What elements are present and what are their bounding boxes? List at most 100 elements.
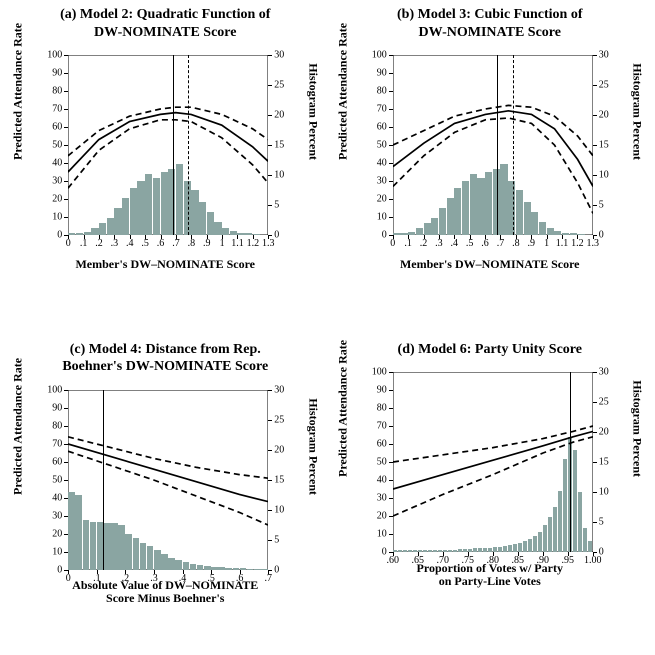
panel-d-ylabel-left: Predicted Attendance Rate [335, 340, 350, 477]
x-tick-label: 0 [390, 238, 395, 249]
panel-a-xlabel-l1: Member's DW–NOMINATE Score [75, 257, 255, 271]
yl-tick-label: 0 [382, 230, 387, 241]
x-tick-label: 1.3 [262, 238, 275, 249]
yr-tick-label: 5 [599, 200, 604, 211]
yl-tick-label: 60 [52, 456, 62, 467]
x-tick-label: .2 [95, 238, 103, 249]
panel-c: (c) Model 4: Distance from Rep. Boehner'… [8, 341, 323, 655]
panel-d-plot-area: .60.65.70.75.80.85.90.951.00010203040506… [393, 372, 593, 552]
panel-b-title: (b) Model 3: Cubic Function of DW-NOMINA… [397, 6, 583, 41]
yr-tick-label: 0 [274, 564, 279, 575]
x-tick-label: .3 [111, 238, 119, 249]
panel-a-ylabel-right: Histogram Percent [305, 63, 320, 160]
yr-tick-label: 10 [274, 170, 284, 181]
reference-line-dashed [513, 55, 514, 235]
yl-tick-label: 90 [52, 68, 62, 79]
yl-tick-label: 100 [372, 50, 387, 61]
reference-line-solid [103, 390, 104, 570]
yr-tick-label: 30 [274, 50, 284, 61]
panel-d-ylabel-right: Histogram Percent [629, 380, 644, 477]
panel-b-xlabel-l1: Member's DW–NOMINATE Score [400, 257, 580, 271]
x-tick-label: 1 [220, 238, 225, 249]
yl-tick-label: 30 [52, 176, 62, 187]
yr-tick-label: 15 [274, 474, 284, 485]
yl-tick-label: 80 [377, 86, 387, 97]
yl-tick-label: 70 [377, 421, 387, 432]
x-tick-label: .3 [435, 238, 443, 249]
yl-tick-label: 90 [377, 385, 387, 396]
reference-line-dashed [188, 55, 189, 235]
panel-b: (b) Model 3: Cubic Function of DW-NOMINA… [333, 6, 648, 321]
yr-tick-label: 20 [599, 427, 609, 438]
x-tick-label: .5 [466, 238, 474, 249]
panel-d: (d) Model 6: Party Unity Score Predicted… [333, 341, 648, 655]
x-tick-label: 1.1 [556, 238, 569, 249]
panel-a: (a) Model 2: Quadratic Function of DW-NO… [8, 6, 323, 321]
yr-tick-label: 20 [274, 444, 284, 455]
yr-tick-label: 15 [599, 140, 609, 151]
x-tick-label: .1 [404, 238, 412, 249]
yl-tick-label: 60 [52, 122, 62, 133]
yl-tick-label: 20 [377, 511, 387, 522]
yl-tick-label: 50 [52, 140, 62, 151]
panel-b-plot: Predicted Attendance Rate Histogram Perc… [345, 49, 635, 271]
yl-tick-label: 30 [377, 493, 387, 504]
x-tick-label: .9 [203, 238, 211, 249]
x-tick-label: .5 [141, 238, 149, 249]
yl-tick-label: 50 [377, 457, 387, 468]
yr-tick-label: 5 [274, 534, 279, 545]
yl-tick-label: 10 [52, 212, 62, 223]
yl-tick-label: 80 [52, 420, 62, 431]
panel-d-xlabel: Proportion of Votes w/ Party on Party-Li… [345, 562, 635, 588]
x-tick-label: .2 [420, 238, 428, 249]
yr-tick-label: 0 [274, 230, 279, 241]
x-tick-label: 1 [544, 238, 549, 249]
yr-tick-label: 30 [599, 367, 609, 378]
yr-tick-label: 10 [599, 170, 609, 181]
yr-tick-label: 20 [274, 110, 284, 121]
panel-b-xlabel: Member's DW–NOMINATE Score [345, 258, 635, 271]
panel-b-title-l1: (b) Model 3: Cubic Function of [397, 7, 583, 22]
yr-tick-label: 30 [274, 384, 284, 395]
reference-line-solid [570, 372, 571, 552]
x-tick-label: 1.2 [571, 238, 584, 249]
yr-tick-label: 5 [599, 517, 604, 528]
x-tick-label: 1.3 [587, 238, 600, 249]
yl-tick-label: 20 [52, 194, 62, 205]
yl-tick-label: 20 [377, 194, 387, 205]
yl-tick-label: 40 [52, 158, 62, 169]
yl-tick-label: 70 [52, 104, 62, 115]
panel-c-plot-area: 0.1.2.3.4.5.6.70102030405060708090100051… [68, 390, 268, 570]
yr-tick-label: 10 [274, 504, 284, 515]
yl-tick-label: 80 [52, 86, 62, 97]
yr-tick-label: 25 [274, 80, 284, 91]
yl-tick-label: 40 [377, 158, 387, 169]
x-tick-label: .1 [80, 238, 88, 249]
yr-tick-label: 25 [599, 397, 609, 408]
panel-c-title-l2: Boehner's DW-NOMINATE Score [62, 358, 268, 376]
x-tick-label: .9 [527, 238, 535, 249]
panel-d-title-l1: (d) Model 6: Party Unity Score [398, 342, 582, 357]
yr-tick-label: 0 [599, 230, 604, 241]
panel-a-title: (a) Model 2: Quadratic Function of DW-NO… [60, 6, 270, 41]
x-tick-label: 1.1 [231, 238, 244, 249]
x-tick-label: .6 [481, 238, 489, 249]
yl-tick-label: 40 [52, 492, 62, 503]
yl-tick-label: 0 [57, 564, 62, 575]
curve-layer [393, 372, 593, 552]
panel-a-ylabel-left: Predicted Attendance Rate [11, 23, 26, 160]
yl-tick-label: 60 [377, 122, 387, 133]
panel-a-title-l1: (a) Model 2: Quadratic Function of [60, 7, 270, 22]
panel-d-xlabel-l1: Proportion of Votes w/ Party [345, 562, 635, 575]
x-tick-label: 1.2 [247, 238, 260, 249]
panel-c-title-l1: (c) Model 4: Distance from Rep. [70, 342, 261, 357]
panel-c-title: (c) Model 4: Distance from Rep. Boehner'… [62, 341, 268, 376]
panel-b-ylabel-right: Histogram Percent [629, 63, 644, 160]
panel-a-title-l2: DW-NOMINATE Score [60, 24, 270, 42]
panel-c-xlabel: Absolute Value of DW–NOMINATE Score Minu… [20, 579, 310, 605]
panel-c-xlabel-l2: Score Minus Boehner's [20, 592, 310, 605]
yl-tick-label: 0 [382, 547, 387, 558]
panel-d-title: (d) Model 6: Party Unity Score [398, 341, 582, 359]
yl-tick-label: 10 [377, 212, 387, 223]
x-tick-label: .7 [172, 238, 180, 249]
